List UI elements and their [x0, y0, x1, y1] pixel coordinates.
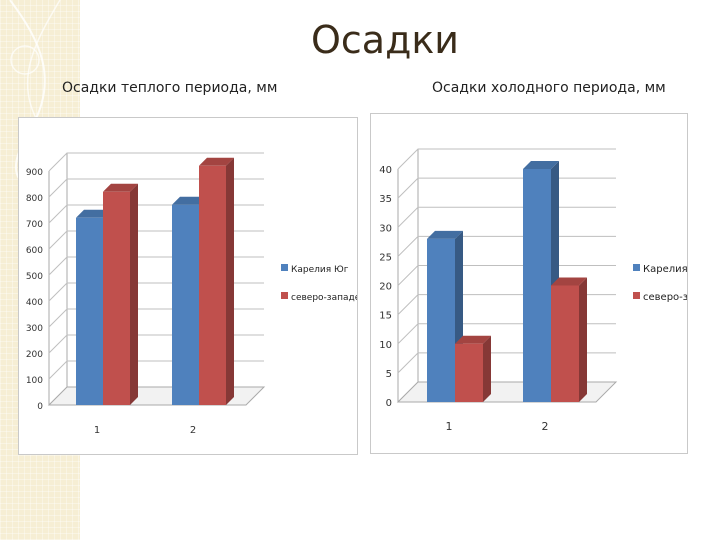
y-tick-label: 700: [26, 220, 43, 230]
bar-Карелия Юг-2: [523, 169, 551, 402]
bar-side-северо-западе: [579, 277, 587, 402]
bar-top-Карелия Юг: [427, 230, 463, 239]
y-tick-label: 15: [379, 311, 392, 322]
y-tick-label: 500: [26, 272, 43, 282]
bar-северо-западе-1: [455, 343, 483, 402]
bar-top-Карелия Юг: [523, 161, 559, 169]
y-tick-label: 900: [26, 168, 43, 178]
bar-северо-западе-2: [551, 285, 579, 402]
cold-period-chart-svg: 0 5 10 15 20 25 30 35 40 1 2 Карелия Юг северо-запад…: [379, 148, 720, 433]
legend-label: северо-западе: [643, 292, 687, 303]
x-tick-label: 1: [94, 425, 100, 436]
y-tick-label: 300: [26, 324, 43, 334]
y-tick-label: 600: [26, 246, 43, 256]
bar-северо-западе-1: [103, 191, 130, 405]
x-tick-label: 2: [542, 420, 549, 433]
bar-top-северо-западе: [199, 157, 234, 166]
cold-period-chart: 0 5 10 15 20 25 30 35 40 1 2 Карелия Юг северо-запад…: [370, 113, 720, 454]
bar-top-Карелия Юг: [76, 209, 111, 218]
bar-top-Карелия Юг: [172, 196, 207, 205]
right-chart-subtitle: Осадки холодного периода, мм: [432, 80, 666, 96]
y-tick-label: 0: [386, 398, 392, 409]
bar-top-северо-западе: [103, 183, 138, 192]
x-tick-label: 1: [446, 420, 453, 433]
y-tick-label: 0: [37, 402, 43, 412]
legend-label: северо-западе: [291, 293, 357, 303]
y-tick-label: 800: [26, 194, 43, 204]
y-tick-label: 30: [379, 223, 392, 234]
y-tick-label: 10: [379, 340, 392, 351]
y-tick-label: 20: [379, 282, 392, 293]
gridline: [48, 178, 264, 198]
bar-Карелия Юг-1: [76, 217, 103, 405]
bar-side-северо-западе: [130, 183, 138, 405]
legend-swatch: [281, 264, 288, 271]
y-tick-label: 400: [26, 298, 43, 308]
bar-top-северо-западе: [455, 335, 491, 344]
slide-title: Осадки: [310, 18, 459, 62]
legend-swatch: [281, 292, 288, 299]
legend-swatch: [633, 292, 640, 299]
bar-side-северо-западе: [483, 335, 491, 402]
y-tick-label: 25: [379, 252, 392, 263]
gridline: [397, 206, 616, 228]
gridline: [397, 148, 616, 170]
bar-северо-западе-2: [199, 165, 226, 405]
gridline: [397, 177, 616, 199]
bar-side-северо-западе: [226, 157, 234, 405]
bar-Карелия Юг-1: [427, 238, 455, 402]
left-chart-subtitle: Осадки теплого периода, мм: [62, 80, 278, 96]
bar-Карелия Юг-2: [172, 204, 199, 405]
y-tick-label: 100: [26, 376, 43, 386]
legend-swatch: [633, 264, 640, 271]
bar-top-северо-западе: [551, 277, 587, 286]
y-tick-label: 40: [379, 165, 392, 176]
gridline: [48, 152, 264, 172]
warm-period-chart-svg: 0 100 200 300 400 500 600 700 800 900 1 2 Карелия Юг…: [26, 152, 361, 436]
y-tick-label: 200: [26, 350, 43, 360]
legend-label: Карелия Юг: [643, 264, 687, 275]
y-tick-label: 5: [386, 369, 392, 380]
x-tick-label: 2: [190, 425, 196, 436]
legend-label: Карелия Юг: [291, 265, 349, 275]
y-tick-label: 35: [379, 194, 392, 205]
warm-period-chart: 0 100 200 300 400 500 600 700 800 900 1 2 Карелия Юг…: [18, 117, 361, 455]
